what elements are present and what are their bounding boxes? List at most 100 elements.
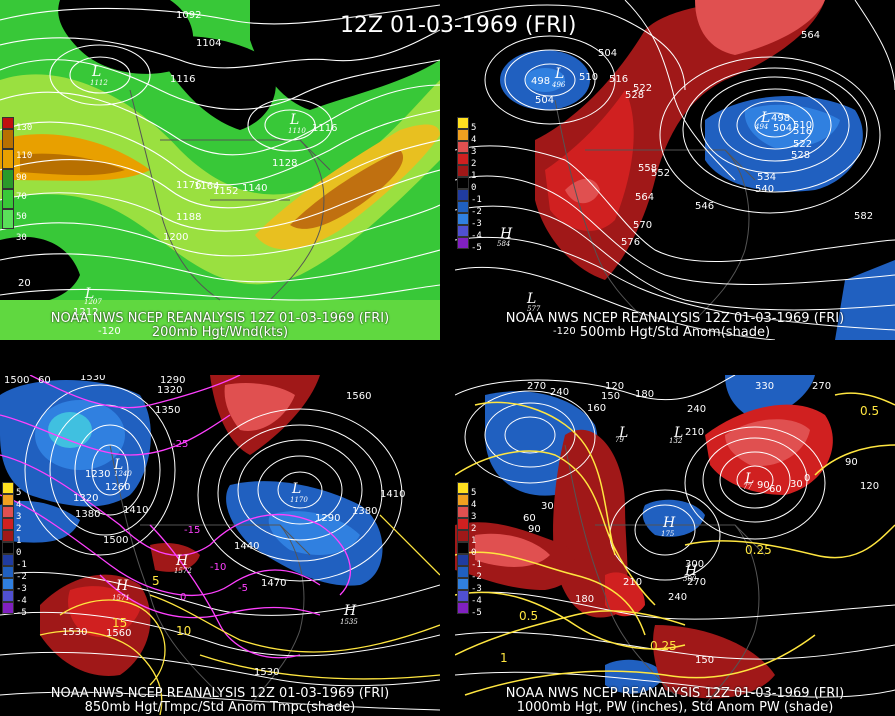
panel-850mb: 1500 1530 1290 1320 1350 1230 1260 1320 … <box>0 375 440 715</box>
contour-label: 60 <box>523 513 536 524</box>
contour-label: 60 <box>769 484 782 495</box>
contour-label: 0 <box>804 473 810 484</box>
contour-label: 564 <box>635 192 654 203</box>
legend-label: 5 <box>16 488 22 498</box>
contour-label: 1260 <box>105 482 130 493</box>
contour-label: 576 <box>621 237 640 248</box>
legend-label: 4 <box>471 135 477 145</box>
contour-label: 1410 <box>123 505 148 516</box>
low-value: 1240 <box>114 470 132 478</box>
panel-1000mb: 270 240 120 150 160 180 240 210 270 330 … <box>455 375 895 715</box>
contour-label: 522 <box>633 83 652 94</box>
low-marker: L <box>744 471 754 487</box>
panel-subtitle: 1000mb Hgt, PW (inches), Std Anom PW (sh… <box>516 700 834 715</box>
panel-footer: NOAA NWS NCEP REANALYSIS 12Z 01-03-1969 … <box>50 311 390 326</box>
contour-label: 546 <box>695 201 714 212</box>
contour-label: 1176 <box>176 180 201 191</box>
contour-label: 498 <box>531 76 550 87</box>
panel-200mb: 1092 1104 1116 1116 1128 1140 1152 1176 … <box>0 0 440 340</box>
legend-label: 110 <box>16 151 33 161</box>
latitude-label: 20 <box>18 278 31 289</box>
contour-label: 210 <box>685 427 704 438</box>
legend-label: -3 <box>471 219 482 229</box>
contour-label: 498 <box>771 113 790 124</box>
legend-label: 3 <box>471 512 477 522</box>
low-marker: L <box>673 425 683 441</box>
panel-subtitle: 500mb Hgt/Std Anom(shade) <box>579 325 771 340</box>
low-marker: L <box>760 110 770 126</box>
high-value: 175 <box>661 530 675 538</box>
map-850mb: 1500 1530 1290 1320 1350 1230 1260 1320 … <box>0 375 440 715</box>
std-anom-legend: 5 4 3 2 1 0 -1 -2 -3 -4 -5 <box>2 482 27 618</box>
low-value: 1110 <box>288 127 306 135</box>
map-title: 12Z 01-03-1969 (FRI) <box>340 13 577 38</box>
contour-label: 564 <box>801 30 820 41</box>
low-value: 79 <box>615 436 624 444</box>
panel-footer: NOAA NWS NCEP REANALYSIS 12Z 01-03-1969 … <box>505 686 845 701</box>
latitude-label: 60 <box>38 375 51 386</box>
map-1000mb: 270 240 120 150 160 180 240 210 270 330 … <box>455 375 895 715</box>
wind-speed-legend: 130 110 90 70 50 30 <box>2 117 32 243</box>
temp-label: -10 <box>210 562 226 573</box>
contour-label: 1116 <box>312 123 337 134</box>
pw-label: 0.5 <box>860 404 879 418</box>
contour-label: 1500 <box>103 535 128 546</box>
map-200mb: 1092 1104 1116 1116 1128 1140 1152 1176 … <box>0 0 440 340</box>
contour-label: 510 <box>793 120 812 131</box>
low-marker: L <box>84 286 94 302</box>
contour-label: 90 <box>528 524 541 535</box>
temp-label: 10 <box>176 624 191 638</box>
contour-label: 1104 <box>196 38 221 49</box>
contour-label: 1530 <box>62 627 87 638</box>
map-500mb: 504 498 504 510 516 522 528 564 498 504 … <box>455 0 895 340</box>
low-marker: L <box>526 291 536 307</box>
contour-label: 180 <box>635 389 654 400</box>
legend-label: 4 <box>471 500 477 510</box>
legend-label: 0 <box>16 548 22 558</box>
contour-label: 534 <box>757 172 776 183</box>
contour-label: 1164 <box>194 181 219 192</box>
high-marker: H <box>175 553 189 569</box>
contour-label: 120 <box>605 381 624 392</box>
legend-label: 4 <box>16 500 22 510</box>
panel-500mb: 504 498 504 510 516 522 528 564 498 504 … <box>455 0 895 340</box>
legend-label: 0 <box>471 183 477 193</box>
legend-label: -2 <box>16 572 27 582</box>
contour-label: 270 <box>687 577 706 588</box>
contour-label: 1500 <box>4 375 29 386</box>
legend-label: -4 <box>471 596 482 606</box>
contour-label: 552 <box>651 168 670 179</box>
std-anom-legend: 5 4 3 2 1 0 -1 -2 -3 -4 -5 <box>457 482 482 618</box>
contour-label: 510 <box>579 72 598 83</box>
contour-label: 150 <box>601 391 620 402</box>
contour-label: 90 <box>845 457 858 468</box>
legend-label: 50 <box>16 212 27 222</box>
panel-subtitle: 200mb Hgt/Wnd(kts) <box>151 325 289 340</box>
contour-label: 210 <box>623 577 642 588</box>
contour-label: 1320 <box>157 385 182 396</box>
temp-label: -5 <box>238 583 248 594</box>
contour-label: 1212 <box>73 307 98 318</box>
contour-label: 522 <box>793 139 812 150</box>
legend-label: -4 <box>16 596 27 606</box>
contour-label: 150 <box>695 655 714 666</box>
contour-label: 504 <box>598 48 617 59</box>
contour-label: 1230 <box>85 469 110 480</box>
legend-label: 3 <box>16 512 22 522</box>
contour-label: 270 <box>812 381 831 392</box>
contour-label: 240 <box>687 404 706 415</box>
contour-label: 90 <box>757 480 770 491</box>
low-value: 77 <box>743 483 752 491</box>
contour-label: 1380 <box>75 509 100 520</box>
low-marker: L <box>113 457 123 473</box>
low-marker: L <box>618 425 628 441</box>
legend-label: 3 <box>471 147 477 157</box>
high-value: 1535 <box>340 618 358 626</box>
contour-label: 1410 <box>380 489 405 500</box>
contour-label: 1128 <box>272 158 297 169</box>
temp-label: -25 <box>172 439 188 450</box>
contour-label: 30 <box>541 501 554 512</box>
legend-label: 1 <box>471 171 477 181</box>
contour-label: 540 <box>755 184 774 195</box>
contour-label: 240 <box>550 387 569 398</box>
